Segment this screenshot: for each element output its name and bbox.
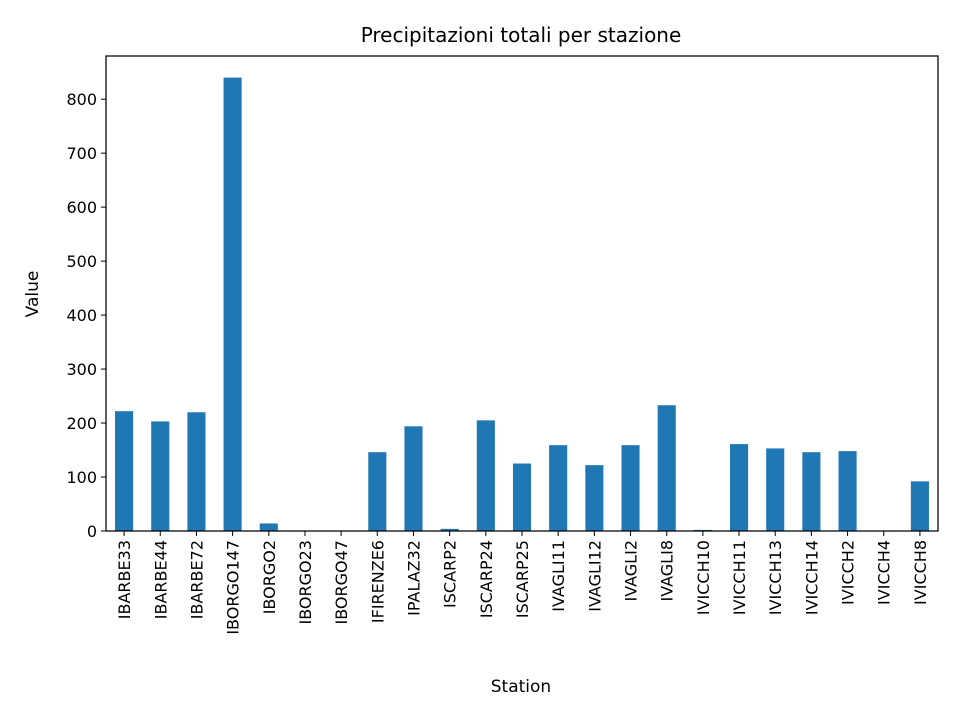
y-tick-label: 200 (66, 414, 97, 433)
bar-ivicch11 (730, 444, 749, 531)
x-tick-label: IBORGO147 (224, 540, 243, 635)
y-tick-label: 400 (66, 306, 97, 325)
x-tick-label: IBARBE44 (151, 540, 170, 619)
bar-ivagli11 (549, 445, 568, 531)
bar-iscarp24 (476, 420, 495, 531)
bar-ivicch14 (802, 452, 821, 531)
x-tick-label: IBARBE33 (115, 540, 134, 619)
bar-iborgo2 (259, 523, 278, 531)
x-tick-label: IVICCH13 (766, 540, 785, 615)
bar-ibarbe44 (151, 421, 170, 531)
x-tick-label: ISCARP2 (441, 540, 460, 608)
y-tick-label: 600 (66, 198, 97, 217)
x-tick-label: IBARBE72 (187, 540, 206, 619)
bar-ibarbe72 (187, 412, 206, 531)
x-tick-label: IVAGLI2 (622, 540, 641, 602)
bar-iborgo147 (223, 77, 242, 531)
x-tick-label: IVICCH2 (839, 540, 858, 605)
x-tick-label: IVICCH10 (694, 540, 713, 615)
bar-ifirenze6 (368, 452, 387, 531)
bar-iscarp25 (512, 463, 532, 531)
x-tick-label: IVICCH11 (730, 540, 749, 615)
x-tick-label: IBORGO47 (332, 540, 351, 624)
x-axis: IBARBE33 IBARBE44 IBARBE72 IBORGO147 IBORGO2… (115, 531, 930, 635)
x-tick-label: IVICCH8 (911, 540, 930, 605)
y-tick-label: 100 (66, 468, 97, 487)
y-axis-label: Value (23, 271, 43, 318)
x-axis-label: Station (491, 677, 551, 697)
x-tick-label: IVAGLI11 (549, 540, 568, 612)
x-tick-label: ISCARP25 (513, 540, 532, 618)
y-tick-label: 0 (87, 522, 97, 541)
x-tick-label: IVICCH14 (802, 540, 821, 615)
bar-ipalaz32 (404, 426, 423, 531)
chart-title: Precipitazioni totali per stazione (361, 23, 682, 47)
x-tick-label: IVAGLI12 (585, 540, 604, 612)
x-tick-label: IPALAZ32 (404, 540, 423, 616)
x-tick-label: IVAGLI8 (658, 540, 677, 602)
x-tick-label: IFIRENZE6 (368, 540, 387, 623)
bar-ivagli8 (657, 405, 676, 531)
x-tick-label: IVICCH4 (875, 540, 894, 605)
bar-ivicch8 (910, 481, 929, 531)
bar-ivagli2 (621, 445, 640, 531)
y-tick-label: 300 (66, 360, 97, 379)
bar-ibarbe33 (115, 411, 134, 531)
y-tick-label: 800 (66, 90, 97, 109)
bars-group (115, 77, 929, 531)
y-tick-label: 700 (66, 144, 97, 163)
bar-iscarp2 (440, 528, 459, 531)
x-tick-label: ISCARP24 (477, 540, 496, 618)
y-axis: 0 100 200 300 400 500 600 700 800 (66, 90, 106, 541)
x-tick-label: IBORGO23 (296, 540, 315, 624)
plot-frame (105, 55, 939, 532)
bar-ivicch13 (766, 448, 785, 531)
bar-ivagli12 (585, 465, 604, 531)
bar-ivicch2 (838, 451, 857, 531)
y-tick-label: 500 (66, 252, 97, 271)
x-tick-label: IBORGO2 (260, 540, 279, 614)
